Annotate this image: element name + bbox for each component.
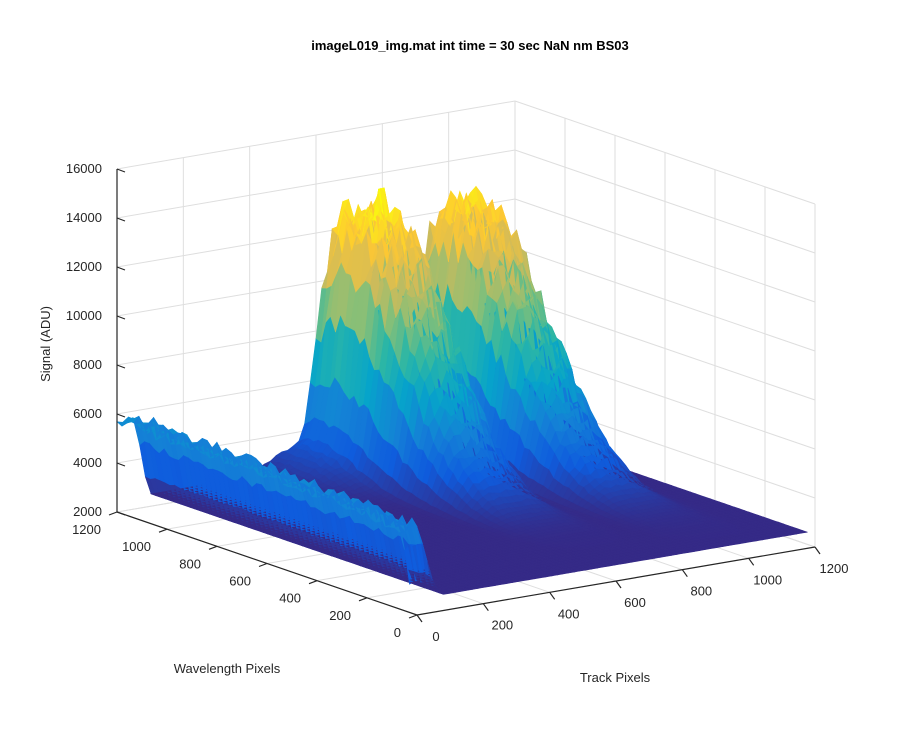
z-tick-label: 12000 [66, 259, 102, 274]
grid-line [514, 149, 816, 254]
grid-line [514, 247, 816, 352]
y-tick-label: 200 [329, 608, 351, 623]
grid-line [514, 296, 816, 401]
z-tick-label: 2000 [73, 504, 102, 519]
y-tick-label: 1000 [122, 539, 151, 554]
z-tick-label: 14000 [66, 210, 102, 225]
y-tick-label: 1200 [72, 522, 101, 537]
chart-title: imageL019_img.mat int time = 30 sec NaN … [311, 38, 629, 53]
x-tick-label: 200 [491, 618, 513, 633]
x-tick-label: 800 [690, 584, 712, 599]
y-axis-label: Wavelength Pixels [174, 661, 281, 676]
z-tick-label: 16000 [66, 161, 102, 176]
x-tick-label: 600 [624, 595, 646, 610]
surface-plot [116, 185, 808, 595]
x-tick-label: 1000 [753, 572, 782, 587]
z-tick-label: 8000 [73, 357, 102, 372]
grid-line [116, 100, 516, 170]
x-tick-label: 0 [432, 629, 439, 644]
x-axis-label: Track Pixels [580, 670, 651, 685]
x-tick-label: 400 [558, 606, 580, 621]
grid-line [514, 198, 816, 303]
y-tick-label: 400 [279, 591, 301, 606]
x-tick-label: 1200 [820, 561, 849, 576]
z-tick-label: 10000 [66, 308, 102, 323]
z-axis-label: Signal (ADU) [38, 306, 53, 382]
y-tick-label: 600 [229, 574, 251, 589]
z-tick-label: 6000 [73, 406, 102, 421]
z-tick-label: 4000 [73, 455, 102, 470]
y-tick-label: 800 [179, 556, 201, 571]
grid-line [116, 149, 516, 219]
grid-line [514, 100, 816, 205]
y-tick-label: 0 [394, 625, 401, 640]
